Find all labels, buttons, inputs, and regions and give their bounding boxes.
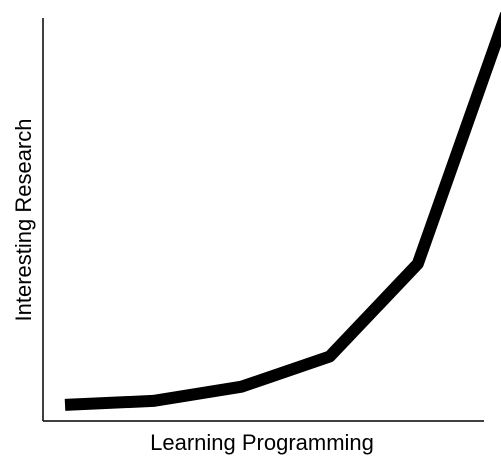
series-layer bbox=[64, 12, 501, 411]
y-axis-label: Interesting Research bbox=[11, 119, 36, 322]
x-axis-label: Learning Programming bbox=[150, 430, 374, 455]
series-line bbox=[64, 12, 501, 411]
